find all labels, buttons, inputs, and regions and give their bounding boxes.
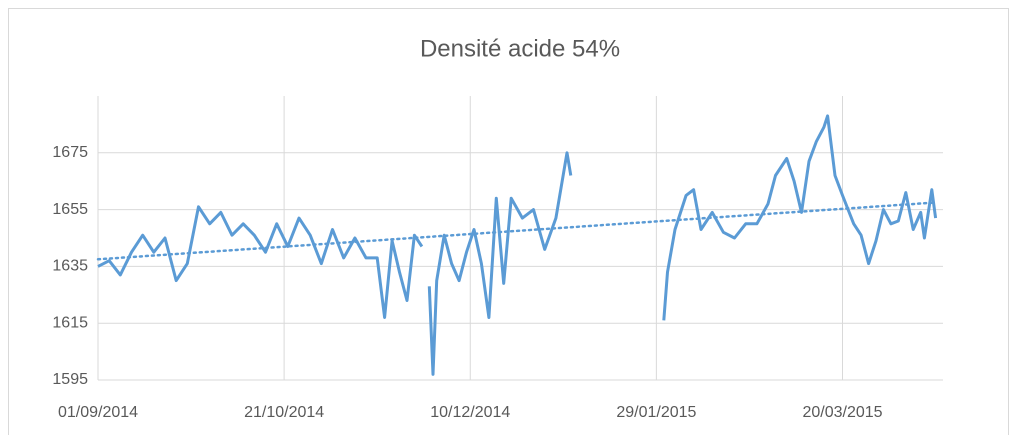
chart-title: Densité acide 54% [420,35,620,62]
x-tick-label: 10/12/2014 [430,404,510,421]
x-tick-label: 29/01/2015 [616,404,696,421]
y-tick-label: 1635 [52,258,88,275]
y-tick-label: 1655 [52,201,88,218]
trendline [96,201,937,261]
y-tick-label: 1595 [52,371,88,388]
x-tick-label: 01/09/2014 [58,404,138,421]
y-tick-label: 1675 [52,144,88,161]
y-tick-label: 1615 [52,314,88,331]
x-tick-label: 21/10/2014 [244,404,324,421]
x-tick-label: 20/03/2015 [802,404,882,421]
